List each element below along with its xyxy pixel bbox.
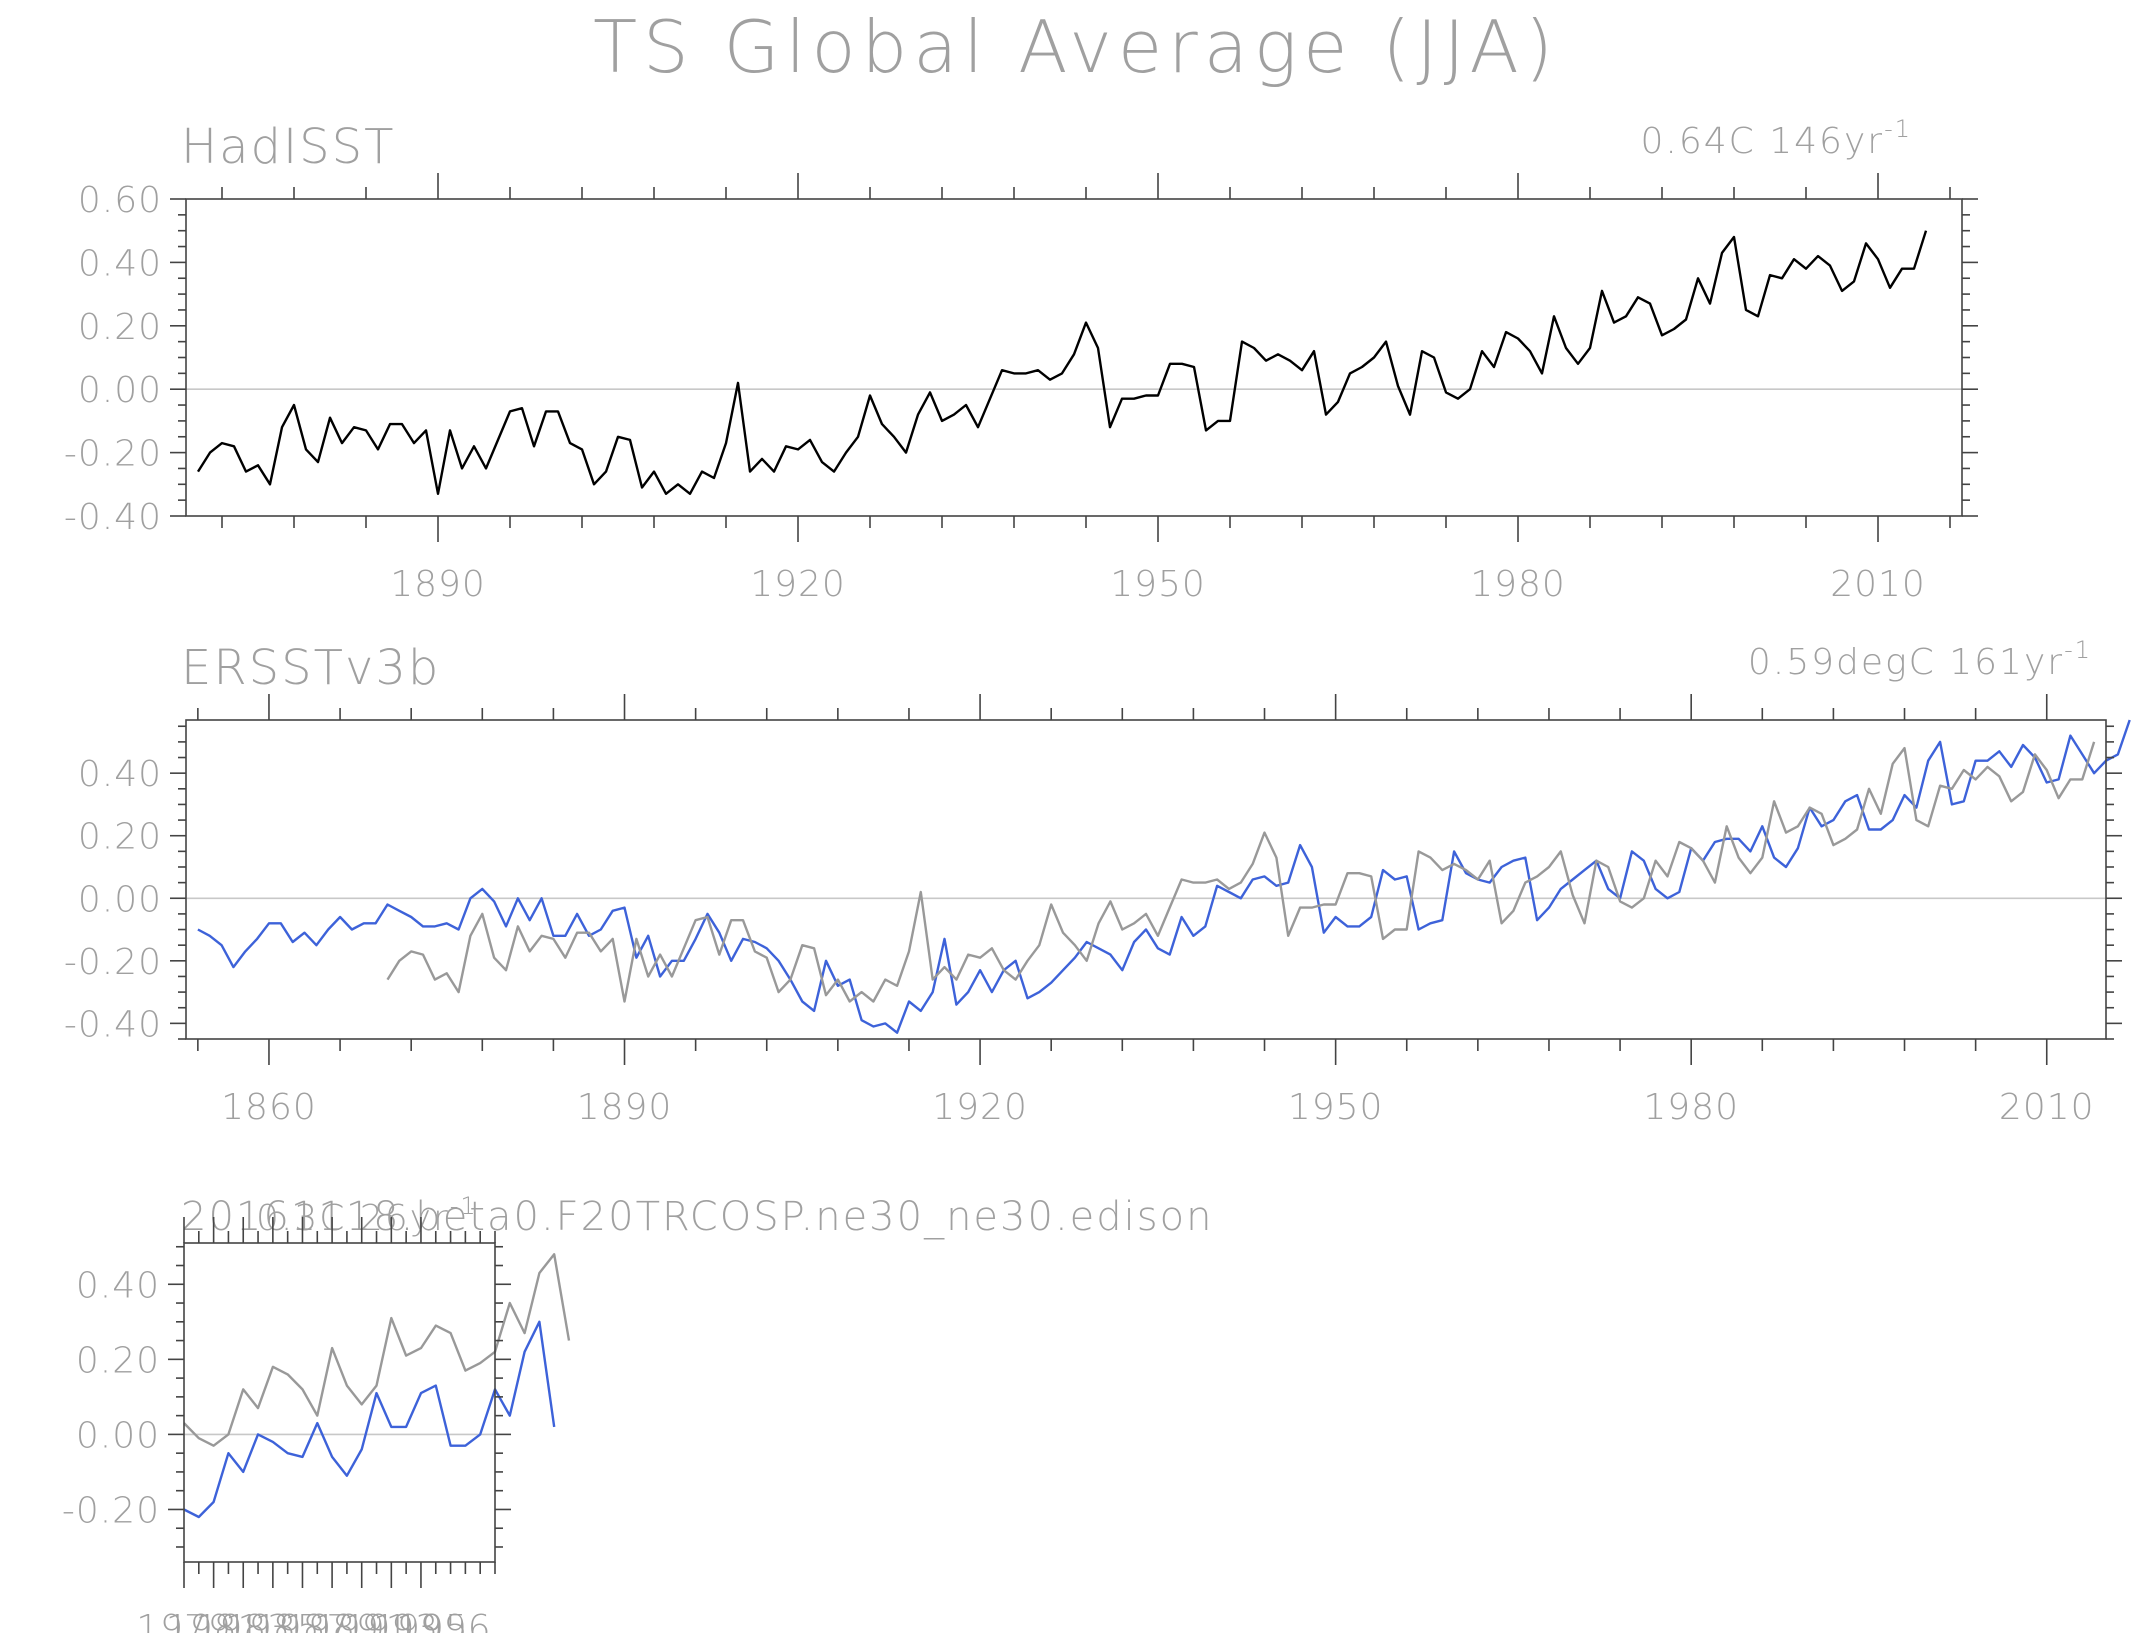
y-tick-label: -0.20 [64, 434, 162, 475]
y-tick-label: -0.20 [64, 942, 162, 983]
x-tick-label: 1920 [750, 564, 846, 605]
x-tick-label: 1980 [1470, 564, 1566, 605]
trend-rate-text: 0.59degC 161yr [1748, 642, 2064, 683]
x-tick-label: 1983 [195, 1608, 291, 1633]
x-tick-label: 1979 [136, 1608, 232, 1633]
y-tick-label: 0.20 [76, 1340, 160, 1381]
x-tick-label: 1993 [344, 1608, 440, 1633]
y-tick-label: -0.40 [64, 497, 162, 538]
panel-title: HadISST [181, 119, 395, 175]
y-tick-label: 0.40 [78, 243, 162, 284]
y-tick-label: 0.00 [78, 879, 162, 920]
x-tick-label-partial: 1996 [396, 1608, 492, 1633]
x-tick-label: 2010 [1830, 564, 1926, 605]
y-tick-label: 0.60 [78, 180, 162, 221]
trend-rate-exponent: -1 [2064, 636, 2092, 664]
x-tick-label: 1985 [225, 1608, 321, 1633]
chart-panel-2: ERSSTv3b 0.59degC 161yr-1 0.40 0.20 0.00 -0.2… [64, 636, 2131, 1128]
x-tick-label: 1860 [221, 1087, 317, 1128]
x-tick-label: 1987 [255, 1608, 351, 1633]
x-tick-label: 1981 [166, 1608, 262, 1633]
x-tick-label: 1890 [577, 1087, 673, 1128]
x-tick-label: 1989 [284, 1608, 380, 1633]
trend-rate-label: 0.59degC 161yr-1 [1748, 636, 2092, 683]
trend-rate-exponent: -1 [1884, 115, 1912, 143]
trend-rate-exponent: -1 [450, 1192, 478, 1220]
x-tick-label: 2010 [1999, 1087, 2095, 1128]
chart-panel-3: 20161118.beta0.F20TRCOSP.ne30_ne30.ediso… [62, 1192, 1213, 1633]
x-tick-label: 1950 [1110, 564, 1206, 605]
y-tick-label: 0.40 [78, 754, 162, 795]
y-tick-label: 0.00 [76, 1415, 160, 1456]
chart-panel-1: HadISST 0.64C 146yr-1 0.60 0.40 0.20 0.00 -0.2… [64, 115, 1978, 605]
x-tick-label: 1995 [373, 1608, 469, 1633]
series-line-1 [196, 230, 1928, 495]
x-tick-label: 1991 [314, 1608, 410, 1633]
plot-frame [185, 198, 1963, 517]
panel-title: 20161118.beta0.F20TRCOSP.ne30_ne30.ediso… [181, 1194, 1213, 1240]
series-line-1 [183, 1320, 556, 1519]
series-line-2 [386, 741, 2096, 1003]
y-tick-label: -0.40 [64, 1004, 162, 1045]
x-tick-label: 1920 [932, 1087, 1028, 1128]
series-line-1 [197, 719, 2131, 1034]
panel-title: ERSSTv3b [181, 640, 440, 696]
trend-rate-label: 0.3C 26yr-1 [256, 1192, 478, 1239]
y-tick-label: 0.20 [78, 817, 162, 858]
x-tick-label: 1980 [1643, 1087, 1739, 1128]
x-tick-label: 1950 [1288, 1087, 1384, 1128]
plot-frame [185, 719, 2107, 1040]
plot-frame [183, 1242, 496, 1563]
trend-rate-text: 0.64C 146yr [1641, 121, 1885, 162]
figure-title: TS Global Average (JJA) [593, 5, 1559, 89]
x-tick-label: 1890 [390, 564, 486, 605]
trend-rate-label: 0.64C 146yr-1 [1641, 115, 1913, 162]
y-tick-label: 0.40 [76, 1265, 160, 1306]
panels: HadISST 0.64C 146yr-10.600.400.200.00-0.2… [62, 115, 2131, 1633]
y-tick-label: -0.20 [62, 1490, 160, 1531]
y-tick-label: 0.00 [78, 370, 162, 411]
series-line-2 [183, 1253, 571, 1447]
y-tick-label: 0.20 [78, 307, 162, 348]
